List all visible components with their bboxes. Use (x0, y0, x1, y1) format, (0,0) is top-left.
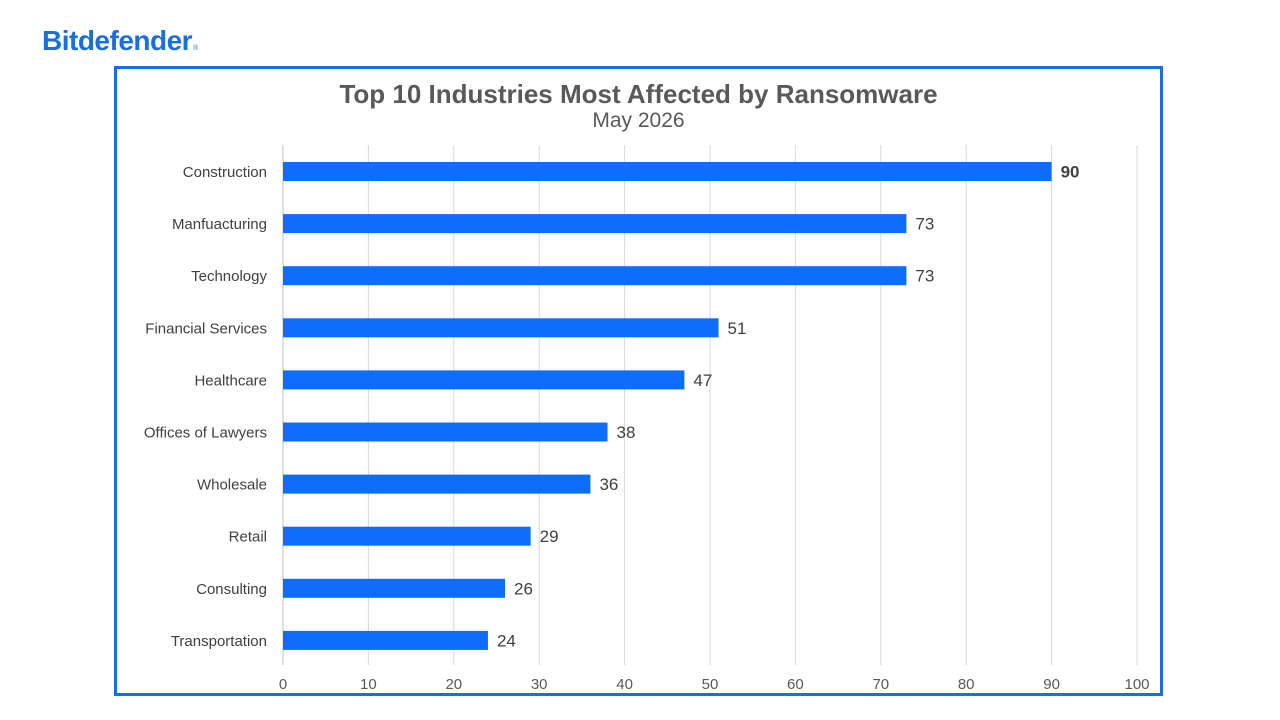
x-tick-label: 60 (787, 676, 804, 693)
bar-1 (283, 162, 1052, 181)
category-label: Offices of Lawyers (144, 425, 267, 442)
x-tick-label: 50 (702, 676, 719, 693)
bar-10 (283, 630, 488, 650)
chart-title: Top 10 Industries Most Affected by Ranso… (339, 79, 938, 109)
x-tick-label: 40 (616, 676, 633, 693)
x-tick-label: 10 (360, 676, 377, 693)
category-label: Consulting (196, 581, 267, 598)
category-label: Financial Services (145, 320, 267, 337)
value-label: 36 (599, 475, 618, 494)
bar-8 (283, 526, 531, 546)
brand-name: Bitdefender (42, 25, 193, 56)
category-label: Wholesale (197, 477, 267, 494)
bar-5 (283, 370, 685, 390)
x-tick-label: 100 (1124, 676, 1149, 693)
value-label: 90 (1061, 163, 1080, 182)
value-label: 73 (915, 215, 934, 234)
category-label: Construction (183, 164, 267, 181)
value-label: 51 (728, 319, 747, 338)
x-tick-label: 30 (531, 676, 548, 693)
x-tick-label: 0 (279, 676, 287, 693)
bar-7 (283, 474, 591, 494)
value-label: 47 (693, 371, 712, 390)
value-label: 24 (497, 631, 516, 650)
registered-mark: ® (193, 45, 198, 52)
bitdefender-logo: Bitdefender® (42, 26, 198, 64)
category-label: Transportation (171, 633, 267, 650)
bar-3 (283, 266, 907, 286)
chart-subtitle: May 2026 (592, 109, 685, 132)
x-tick-label: 20 (445, 676, 462, 693)
value-label: 29 (540, 527, 559, 546)
category-label: Healthcare (194, 372, 267, 389)
value-label: 73 (915, 267, 934, 286)
bar-4 (283, 318, 719, 338)
x-tick-label: 80 (958, 676, 975, 693)
category-label: Retail (229, 529, 267, 546)
value-label: 38 (617, 423, 636, 442)
bar-6 (283, 422, 608, 442)
x-tick-label: 70 (872, 676, 889, 693)
category-label: Manfuacturing (172, 216, 267, 233)
bar-2 (283, 214, 907, 234)
category-label: Technology (191, 268, 267, 285)
value-label: 26 (514, 579, 533, 598)
bar-9 (283, 578, 506, 598)
x-tick-label: 90 (1043, 676, 1060, 693)
